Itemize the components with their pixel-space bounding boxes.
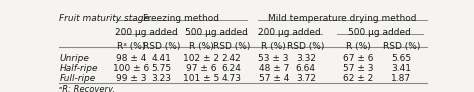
- Text: 53 ± 3: 53 ± 3: [258, 54, 289, 63]
- Text: 57 ± 4: 57 ± 4: [258, 74, 289, 83]
- Text: R (%): R (%): [189, 42, 213, 51]
- Text: 97 ± 6: 97 ± 6: [186, 64, 217, 73]
- Text: 6.64: 6.64: [296, 64, 316, 73]
- Text: 57 ± 3: 57 ± 3: [343, 64, 374, 73]
- Text: 200 μg added: 200 μg added: [258, 28, 321, 37]
- Text: 3.41: 3.41: [392, 64, 411, 73]
- Text: 3.72: 3.72: [296, 74, 316, 83]
- Text: 500 μg added: 500 μg added: [348, 28, 411, 37]
- Text: Full-ripe: Full-ripe: [59, 74, 95, 83]
- Text: RSD (%): RSD (%): [143, 42, 180, 51]
- Text: 5.75: 5.75: [152, 64, 172, 73]
- Text: 1.87: 1.87: [391, 74, 411, 83]
- Text: 48 ± 7: 48 ± 7: [258, 64, 289, 73]
- Text: 500 μg added: 500 μg added: [185, 28, 248, 37]
- Text: Mild temperature drying method: Mild temperature drying method: [268, 14, 416, 23]
- Text: Half-ripe: Half-ripe: [59, 64, 98, 73]
- Text: RSD (%): RSD (%): [213, 42, 250, 51]
- Text: 62 ± 2: 62 ± 2: [343, 74, 374, 83]
- Text: R (%): R (%): [346, 42, 371, 51]
- Text: Rᵃ (%): Rᵃ (%): [117, 42, 146, 51]
- Text: R (%): R (%): [261, 42, 286, 51]
- Text: 3.23: 3.23: [152, 74, 172, 83]
- Text: RSD (%): RSD (%): [287, 42, 325, 51]
- Text: 3.32: 3.32: [296, 54, 316, 63]
- Text: 67 ± 6: 67 ± 6: [343, 54, 374, 63]
- Text: 102 ± 2: 102 ± 2: [183, 54, 219, 63]
- Text: 98 ± 4: 98 ± 4: [116, 54, 146, 63]
- Text: 4.41: 4.41: [152, 54, 172, 63]
- Text: 100 ± 6: 100 ± 6: [113, 64, 149, 73]
- Text: 99 ± 3: 99 ± 3: [116, 74, 146, 83]
- Text: Fruit maturity stage: Fruit maturity stage: [59, 14, 149, 23]
- Text: ᵃR: Recovery.: ᵃR: Recovery.: [59, 85, 115, 92]
- Text: 200 μg added: 200 μg added: [115, 28, 178, 37]
- Text: 4.73: 4.73: [221, 74, 241, 83]
- Text: Freezing method: Freezing method: [144, 14, 219, 23]
- Text: 2.42: 2.42: [221, 54, 241, 63]
- Text: 5.65: 5.65: [391, 54, 411, 63]
- Text: Unripe: Unripe: [59, 54, 89, 63]
- Text: RSD (%): RSD (%): [383, 42, 420, 51]
- Text: 6.24: 6.24: [221, 64, 241, 73]
- Text: 101 ± 5: 101 ± 5: [183, 74, 219, 83]
